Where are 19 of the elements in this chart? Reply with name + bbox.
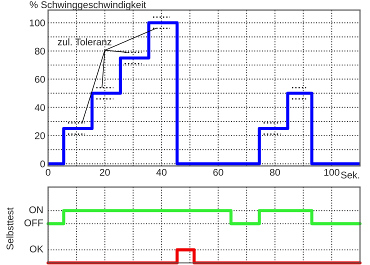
annotation: zul. Toleranz [58, 38, 112, 46]
x-tick-label: 60 [213, 168, 224, 176]
text: ON [29, 206, 43, 214]
y-tick-label: 100 [30, 19, 45, 26]
text: OK [30, 246, 44, 252]
y-tick-label: 20 [35, 132, 45, 140]
x-tick-label: 0 [46, 168, 50, 176]
x-tick-label: 40 [156, 168, 167, 176]
y-axis-title: % Schwinggeschwindigkeit [30, 1, 146, 10]
x-tick-label: 100 [324, 168, 340, 176]
x-axis-title: Sek. [341, 171, 360, 178]
y-axis-title: Selbsttest [6, 208, 14, 250]
x-tick-label: 80 [270, 168, 280, 176]
y-tick-label: 80 [34, 48, 45, 55]
y-tick-label: 40 [34, 104, 45, 111]
y-tick-label: 0 [40, 160, 45, 168]
text: OFF [24, 219, 44, 226]
y-tick-label: 60 [35, 76, 45, 83]
x-tick-label: 20 [100, 168, 110, 176]
